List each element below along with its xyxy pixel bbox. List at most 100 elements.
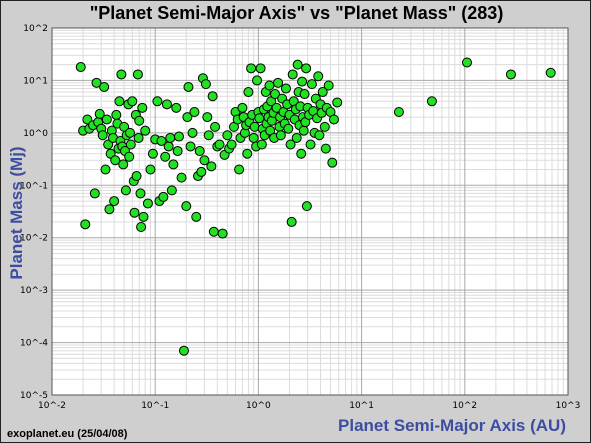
data-point — [203, 130, 214, 141]
data-point — [320, 143, 331, 154]
data-point — [256, 139, 267, 150]
data-point — [173, 131, 184, 142]
data-point — [172, 146, 183, 157]
data-point — [296, 148, 307, 159]
data-point — [103, 139, 114, 150]
y-tick-label: 10^2 — [23, 24, 48, 34]
data-point — [199, 155, 210, 166]
data-point — [187, 127, 198, 138]
data-point — [426, 96, 437, 107]
data-point — [314, 130, 325, 141]
data-point — [275, 130, 286, 141]
data-point — [109, 196, 120, 207]
y-tick-label: 10^-5 — [20, 391, 48, 401]
data-point — [132, 69, 143, 80]
data-point — [461, 57, 472, 68]
data-point — [237, 102, 248, 113]
data-point — [194, 146, 205, 157]
data-point — [206, 161, 217, 172]
data-point — [248, 132, 259, 143]
data-point — [120, 185, 131, 196]
data-point — [298, 125, 309, 136]
data-point — [202, 112, 213, 123]
data-point — [327, 157, 338, 168]
data-point — [297, 76, 308, 87]
y-tick-label: 10^-4 — [20, 339, 48, 349]
data-point — [299, 89, 310, 100]
y-tick-label: 10^-3 — [20, 286, 48, 296]
data-point — [142, 198, 153, 209]
data-point — [191, 211, 202, 222]
data-point — [165, 132, 176, 143]
data-point — [94, 108, 105, 119]
data-point — [171, 102, 182, 113]
data-point — [166, 185, 177, 196]
data-point — [111, 109, 122, 120]
data-point — [80, 219, 91, 230]
data-point — [208, 226, 219, 237]
x-axis-label: Planet Semi-Major Axis (AU) — [338, 416, 566, 435]
data-point — [332, 97, 343, 108]
data-point — [182, 112, 193, 123]
data-point — [328, 114, 339, 125]
data-point — [152, 96, 163, 107]
chart-title: "Planet Semi-Major Axis" vs "Planet Mass… — [89, 3, 504, 23]
data-point — [140, 125, 151, 136]
data-point — [75, 62, 86, 73]
data-point — [222, 130, 233, 141]
data-point — [136, 222, 147, 233]
data-point — [287, 69, 298, 80]
data-point — [118, 159, 129, 170]
data-point — [97, 130, 108, 141]
data-point — [210, 121, 221, 132]
data-point — [110, 155, 121, 166]
data-point — [104, 204, 115, 215]
data-point — [217, 228, 228, 239]
data-point — [393, 106, 404, 117]
data-point — [134, 115, 145, 126]
data-point — [89, 188, 100, 199]
data-point — [129, 207, 140, 218]
data-point — [292, 59, 303, 70]
data-point — [255, 63, 266, 74]
data-point — [189, 106, 200, 117]
y-tick-label: 10^-1 — [20, 181, 48, 191]
data-point — [100, 164, 111, 175]
x-tick-label: 10^2 — [452, 401, 477, 411]
data-point — [264, 80, 275, 91]
data-point — [280, 83, 291, 94]
data-point — [207, 91, 218, 102]
data-point — [168, 159, 179, 170]
data-point — [270, 89, 281, 100]
data-point — [133, 132, 144, 143]
source-credit: exoplanet.eu (25/04/08) — [7, 428, 128, 440]
data-point — [243, 87, 254, 98]
x-tick-label: 10^0 — [246, 401, 271, 411]
data-point — [306, 79, 317, 90]
data-point — [305, 139, 316, 150]
data-point — [156, 135, 167, 146]
x-tick-label: 10^1 — [349, 401, 374, 411]
data-point — [91, 77, 102, 88]
data-point — [505, 69, 516, 80]
data-point — [196, 166, 207, 177]
data-point — [283, 123, 294, 134]
data-point — [226, 139, 237, 150]
data-point — [147, 148, 158, 159]
data-point — [137, 102, 148, 113]
data-point — [114, 96, 125, 107]
data-point — [285, 139, 296, 150]
data-point — [323, 80, 334, 91]
data-point — [125, 139, 136, 150]
data-point — [158, 191, 169, 202]
data-point — [214, 139, 225, 150]
data-point — [301, 63, 312, 74]
data-point — [163, 141, 174, 152]
data-point — [145, 164, 156, 175]
data-point — [138, 211, 149, 222]
data-point — [545, 67, 556, 78]
data-point — [131, 171, 142, 182]
data-point — [125, 127, 136, 138]
